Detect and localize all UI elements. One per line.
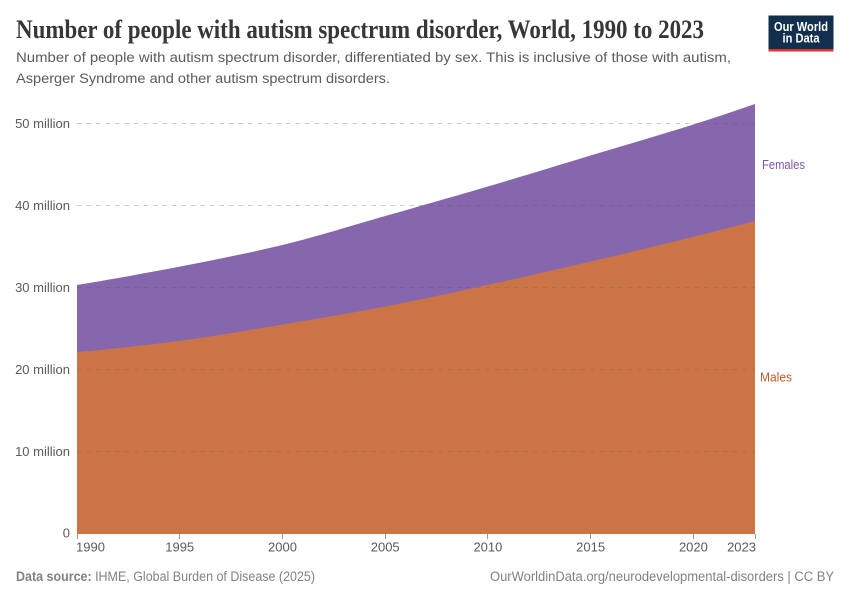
svg-text:20 million: 20 million bbox=[15, 362, 70, 377]
svg-text:40 million: 40 million bbox=[15, 198, 70, 213]
svg-text:1995: 1995 bbox=[165, 540, 194, 555]
svg-text:2015: 2015 bbox=[576, 540, 605, 555]
svg-text:30 million: 30 million bbox=[15, 280, 70, 295]
svg-text:2010: 2010 bbox=[473, 540, 502, 555]
svg-text:2005: 2005 bbox=[371, 540, 400, 555]
svg-text:Asperger Syndrome and other au: Asperger Syndrome and other autism spect… bbox=[16, 71, 390, 87]
svg-text:Number of people with autism s: Number of people with autism spectrum di… bbox=[16, 15, 704, 44]
svg-text:10 million: 10 million bbox=[15, 444, 70, 459]
svg-text:2023: 2023 bbox=[727, 540, 756, 555]
svg-text:Our World: Our World bbox=[774, 20, 828, 34]
svg-text:OurWorldinData.org/neurodevelo: OurWorldinData.org/neurodevelopmental-di… bbox=[490, 569, 834, 584]
svg-text:50 million: 50 million bbox=[15, 116, 70, 131]
svg-text:Females: Females bbox=[762, 157, 805, 172]
svg-text:0: 0 bbox=[63, 526, 70, 541]
svg-text:Males: Males bbox=[760, 370, 792, 385]
svg-text:2020: 2020 bbox=[679, 540, 708, 555]
svg-text:Data source: IHME, Global Burd: Data source: IHME, Global Burden of Dise… bbox=[16, 569, 315, 584]
svg-text:Number of people with autism s: Number of people with autism spectrum di… bbox=[16, 50, 731, 66]
svg-text:in Data: in Data bbox=[783, 32, 821, 46]
svg-text:1990: 1990 bbox=[76, 540, 105, 555]
svg-text:2000: 2000 bbox=[268, 540, 297, 555]
